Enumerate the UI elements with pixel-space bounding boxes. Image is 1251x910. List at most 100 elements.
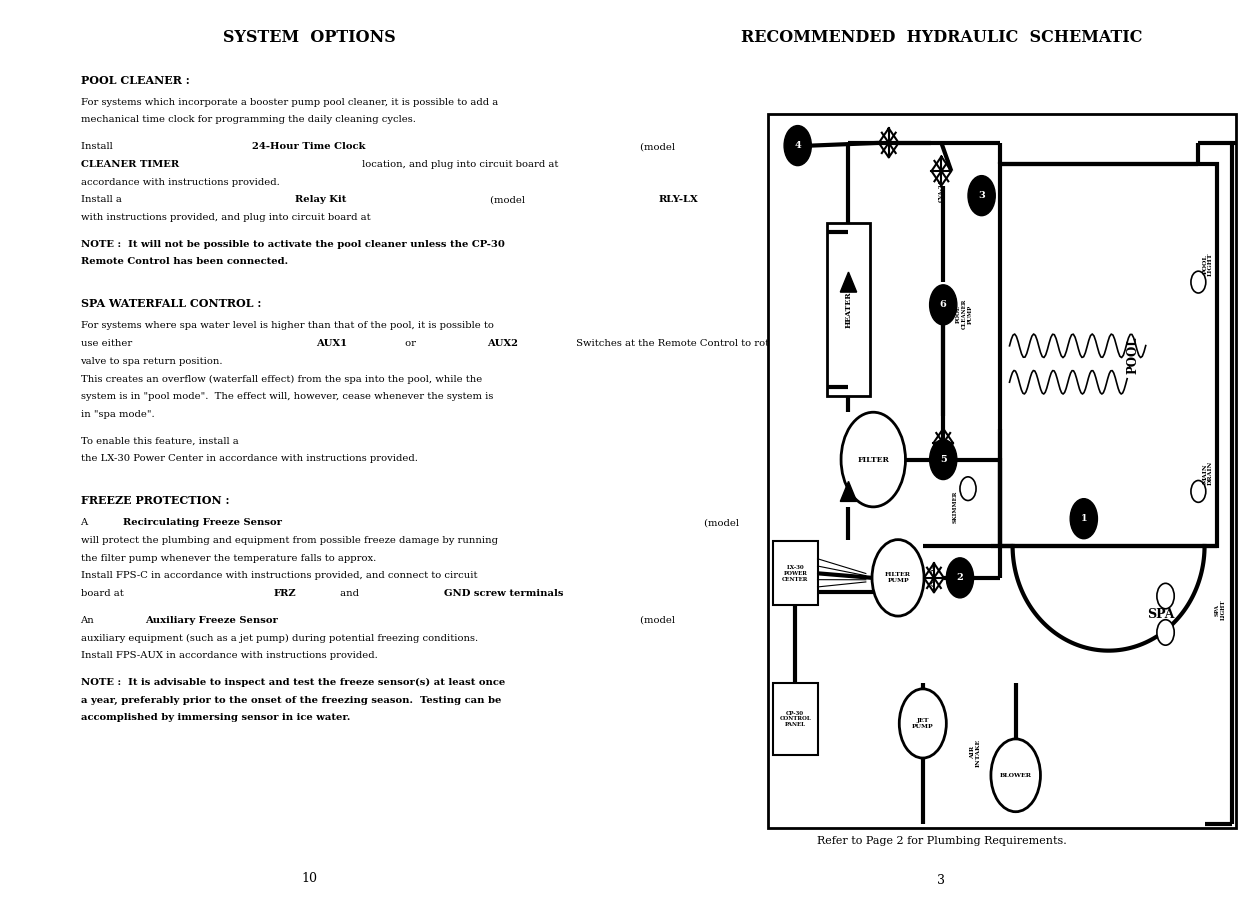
Text: POOL CLEANER :: POOL CLEANER : <box>80 75 189 86</box>
Text: ): ) <box>787 196 791 204</box>
Text: SKIMMER: SKIMMER <box>953 490 958 523</box>
Text: Auxiliary Freeze Sensor: Auxiliary Freeze Sensor <box>145 616 278 625</box>
Text: FILTER
PUMP: FILTER PUMP <box>884 572 911 583</box>
Text: Switches at the Remote Control to rotate the return: Switches at the Remote Control to rotate… <box>573 339 841 348</box>
Text: Install a: Install a <box>80 196 125 204</box>
Circle shape <box>872 540 924 616</box>
Text: may be added to the system.  It: may be added to the system. It <box>1001 518 1163 527</box>
Text: Refer to Page 2 for Plumbing Requirements.: Refer to Page 2 for Plumbing Requirement… <box>817 836 1066 846</box>
Text: Install FPS-AUX in accordance with instructions provided.: Install FPS-AUX in accordance with instr… <box>80 652 378 661</box>
Text: (model: (model <box>637 142 678 151</box>
Text: ): ) <box>980 518 983 527</box>
Text: (model: (model <box>487 196 528 204</box>
Text: Remote Control has been connected.: Remote Control has been connected. <box>80 258 288 267</box>
Text: CLEANER TIMER: CLEANER TIMER <box>80 160 179 168</box>
Circle shape <box>1070 499 1097 539</box>
Text: (model: (model <box>701 518 742 527</box>
Text: For systems which incorporate a booster pump pool cleaner, it is possible to add: For systems which incorporate a booster … <box>80 97 498 106</box>
Text: AIR
INTAKE: AIR INTAKE <box>970 738 981 767</box>
Text: AUX2: AUX2 <box>487 339 518 348</box>
Text: ) into LX-30 faceplate at the: ) into LX-30 faceplate at the <box>937 142 1078 151</box>
Bar <box>1001 164 1217 546</box>
Circle shape <box>960 477 976 501</box>
Text: A: A <box>80 518 91 527</box>
Text: SPA WATERFALL CONTROL :: SPA WATERFALL CONTROL : <box>80 298 261 309</box>
Text: Install FPS-C in accordance with instructions provided, and connect to circuit: Install FPS-C in accordance with instruc… <box>80 571 477 581</box>
Text: a year, preferably prior to the onset of the freezing season.  Testing can be: a year, preferably prior to the onset of… <box>80 695 500 704</box>
Polygon shape <box>841 272 857 292</box>
Text: FILTER: FILTER <box>857 456 889 463</box>
Text: FPS-C: FPS-C <box>872 518 907 527</box>
Text: and: and <box>338 589 363 598</box>
Text: use either: use either <box>80 339 135 348</box>
Text: GND screw terminals: GND screw terminals <box>444 589 564 598</box>
Text: An: An <box>80 616 98 625</box>
Text: 6: 6 <box>940 300 947 309</box>
Text: (model: (model <box>637 616 678 625</box>
Text: 2: 2 <box>957 573 963 582</box>
Text: 1: 1 <box>1081 514 1087 523</box>
Text: POOL
CLEANER
PUMP: POOL CLEANER PUMP <box>956 298 972 329</box>
Circle shape <box>1157 583 1175 609</box>
Text: at the LX-30 Power Center in accordance: at the LX-30 Power Center in accordance <box>808 196 1021 204</box>
Text: LX-30
POWER
CENTER: LX-30 POWER CENTER <box>782 565 808 581</box>
Bar <box>827 223 871 396</box>
Bar <box>773 682 818 755</box>
Text: ): ) <box>958 616 962 625</box>
Text: POOL: POOL <box>1127 336 1140 374</box>
Circle shape <box>1191 271 1206 293</box>
Text: 3: 3 <box>978 191 985 200</box>
Bar <box>773 541 818 605</box>
Text: Recirculating Freeze Sensor: Recirculating Freeze Sensor <box>124 518 283 527</box>
Text: CP-30
CONTROL
PANEL: CP-30 CONTROL PANEL <box>779 711 811 727</box>
Text: NOTE :  It is advisable to inspect and test the freeze sensor(s) at least once: NOTE : It is advisable to inspect and te… <box>80 678 504 687</box>
Text: may also be added to activate: may also be added to activate <box>980 616 1133 625</box>
Circle shape <box>899 689 946 758</box>
Circle shape <box>946 558 973 598</box>
Polygon shape <box>841 481 857 501</box>
Text: POOL
LIGHT: POOL LIGHT <box>1202 252 1213 276</box>
Text: JET
PUMP: JET PUMP <box>912 718 933 729</box>
Text: SYSTEM  OPTIONS: SYSTEM OPTIONS <box>223 29 397 46</box>
Text: FREEZE PROTECTION :: FREEZE PROTECTION : <box>80 495 229 506</box>
Text: accordance with instructions provided.: accordance with instructions provided. <box>80 177 279 187</box>
Text: Relay Kit: Relay Kit <box>294 196 345 204</box>
Text: To enable this feature, install a: To enable this feature, install a <box>80 437 241 446</box>
Text: the LX-30 Power Center in accordance with instructions provided.: the LX-30 Power Center in accordance wit… <box>80 454 418 463</box>
Text: board at: board at <box>80 589 126 598</box>
Circle shape <box>968 176 996 216</box>
Circle shape <box>929 285 957 325</box>
Text: with instructions provided, and plug into circuit board at: with instructions provided, and plug int… <box>80 213 373 222</box>
Circle shape <box>991 739 1041 812</box>
Text: FPS-AUX: FPS-AUX <box>808 616 858 625</box>
Text: location, and plug into circuit board at: location, and plug into circuit board at <box>359 160 562 168</box>
Text: auxiliary equipment (such as a jet pump) during potential freezing conditions.: auxiliary equipment (such as a jet pump)… <box>80 633 478 642</box>
Text: SPA
LIGHT: SPA LIGHT <box>1215 600 1226 620</box>
Text: 24-Hour Time Clock: 24-Hour Time Clock <box>251 142 365 151</box>
Text: 10: 10 <box>301 872 318 885</box>
Text: accomplished by immersing sensor in ice water.: accomplished by immersing sensor in ice … <box>80 713 350 723</box>
Text: MAIN
DRAIN: MAIN DRAIN <box>1202 461 1213 485</box>
Text: HEATER: HEATER <box>844 291 852 328</box>
Text: This creates an overflow (waterfall effect) from the spa into the pool, while th: This creates an overflow (waterfall effe… <box>80 375 482 384</box>
Text: mechanical time clock for programming the daily cleaning cycles.: mechanical time clock for programming th… <box>80 116 415 125</box>
Text: Install: Install <box>80 142 115 151</box>
Text: TMR-LX: TMR-LX <box>808 142 854 151</box>
Circle shape <box>929 440 957 480</box>
Text: RLY-LX: RLY-LX <box>658 196 698 204</box>
Circle shape <box>784 126 812 166</box>
Circle shape <box>841 412 906 507</box>
Text: CVA-24: CVA-24 <box>932 564 937 586</box>
Text: FRZ: FRZ <box>273 589 295 598</box>
Text: SPA: SPA <box>1147 608 1175 621</box>
Circle shape <box>1157 620 1175 645</box>
Text: 3: 3 <box>937 875 946 887</box>
Text: , in accordance with wiring diagram.: , in accordance with wiring diagram. <box>851 589 1038 598</box>
Text: the filter pump whenever the temperature falls to approx.: the filter pump whenever the temperature… <box>80 553 379 562</box>
Text: For systems where spa water level is higher than that of the pool, it is possibl: For systems where spa water level is hig… <box>80 321 493 330</box>
Text: CVA-24: CVA-24 <box>940 180 943 202</box>
Text: NOTE :  It will not be possible to activate the pool cleaner unless the CP-30: NOTE : It will not be possible to activa… <box>80 239 504 248</box>
Text: 5: 5 <box>940 455 947 464</box>
Text: Spa Waterfall Control: Spa Waterfall Control <box>808 437 929 446</box>
Text: in "spa mode".: in "spa mode". <box>80 410 154 419</box>
